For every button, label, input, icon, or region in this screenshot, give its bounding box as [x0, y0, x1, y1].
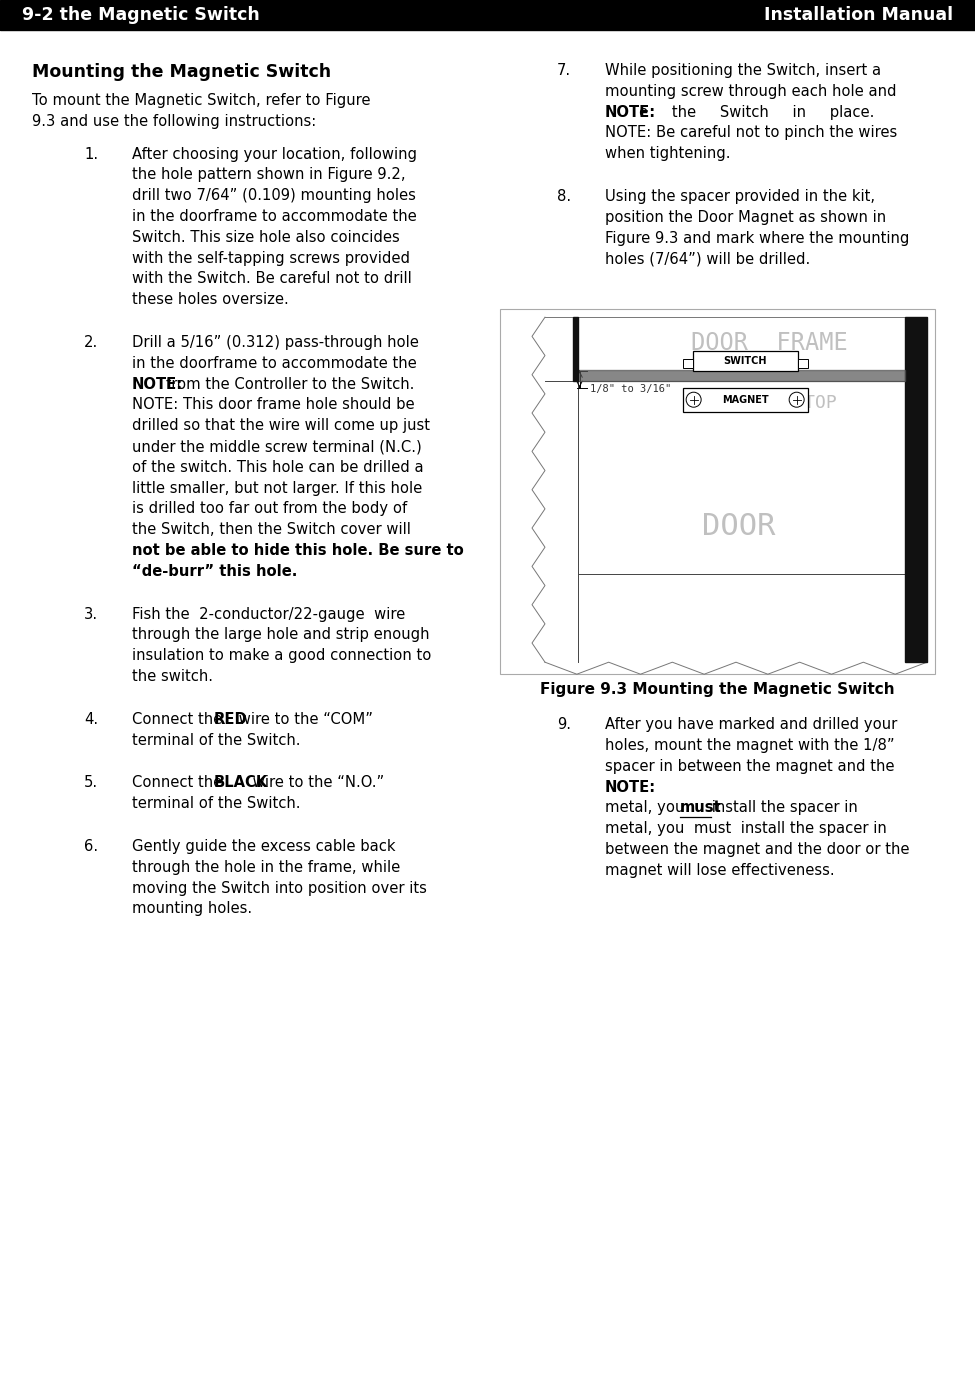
- Text: terminal of the Switch.: terminal of the Switch.: [132, 733, 300, 748]
- Text: NOTE: This door frame hole should be: NOTE: This door frame hole should be: [132, 397, 414, 412]
- Text: 8.: 8.: [557, 189, 571, 204]
- Text: must: must: [680, 801, 722, 815]
- Text: After choosing your location, following: After choosing your location, following: [132, 147, 417, 162]
- Text: between the magnet and the door or the: between the magnet and the door or the: [605, 842, 910, 857]
- Text: SWITCH: SWITCH: [723, 355, 767, 366]
- Bar: [905, 317, 927, 663]
- Text: wire to the “N.O.”: wire to the “N.O.”: [248, 776, 384, 790]
- Text: NOTE: Be careful not to pinch the wires: NOTE: Be careful not to pinch the wires: [605, 126, 897, 140]
- Text: Using the spacer provided in the kit,: Using the spacer provided in the kit,: [605, 189, 876, 204]
- Text: e     the     Switch     in     place.: e the Switch in place.: [639, 105, 875, 120]
- Bar: [692, 351, 798, 370]
- Text: Figure 9.3 Mounting the Magnetic Switch: Figure 9.3 Mounting the Magnetic Switch: [540, 682, 895, 698]
- Text: 5.: 5.: [84, 776, 98, 790]
- Text: from the Controller to the Switch.: from the Controller to the Switch.: [166, 376, 414, 391]
- Text: the hole pattern shown in Figure 9.2,: the hole pattern shown in Figure 9.2,: [132, 168, 406, 182]
- Bar: [578, 369, 905, 382]
- Text: through the large hole and strip enough: through the large hole and strip enough: [132, 628, 430, 643]
- Text: Switch. This size hole also coincides: Switch. This size hole also coincides: [132, 229, 400, 245]
- Bar: [798, 359, 807, 368]
- Text: magnet will lose effectiveness.: magnet will lose effectiveness.: [605, 863, 835, 878]
- Text: drill two 7/64” (0.109) mounting holes: drill two 7/64” (0.109) mounting holes: [132, 189, 416, 203]
- Text: 9-2 the Magnetic Switch: 9-2 the Magnetic Switch: [22, 6, 259, 24]
- Text: install the spacer in: install the spacer in: [707, 801, 858, 815]
- Text: under the middle screw terminal (N.C.): under the middle screw terminal (N.C.): [132, 439, 422, 454]
- Text: 1/8" to 3/16": 1/8" to 3/16": [590, 384, 671, 394]
- Text: little smaller, but not larger. If this hole: little smaller, but not larger. If this …: [132, 481, 422, 496]
- Text: 6.: 6.: [84, 839, 98, 854]
- Text: “de-burr” this hole.: “de-burr” this hole.: [132, 563, 297, 579]
- Text: position the Door Magnet as shown in: position the Door Magnet as shown in: [605, 210, 886, 225]
- Text: 7.: 7.: [557, 63, 571, 78]
- Text: While positioning the Switch, insert a: While positioning the Switch, insert a: [605, 63, 881, 78]
- Text: in the doorframe to accommodate the: in the doorframe to accommodate the: [132, 208, 416, 224]
- Text: 1.: 1.: [84, 147, 98, 162]
- Text: Installation Manual: Installation Manual: [763, 6, 953, 24]
- Text: metal, you  must  install the spacer in: metal, you must install the spacer in: [605, 821, 886, 836]
- Text: 2.: 2.: [84, 336, 98, 350]
- Text: Figure 9.3 and mark where the mounting: Figure 9.3 and mark where the mounting: [605, 231, 910, 246]
- Text: not be able to hide this hole. Be sure to: not be able to hide this hole. Be sure t…: [132, 542, 464, 558]
- Bar: [682, 359, 692, 368]
- Text: the Switch, then the Switch cover will: the Switch, then the Switch cover will: [132, 523, 410, 537]
- Text: 3.: 3.: [84, 607, 98, 622]
- Text: in the doorframe to accommodate the: in the doorframe to accommodate the: [132, 356, 416, 370]
- Text: DOOR  STOP: DOOR STOP: [728, 394, 838, 412]
- Text: holes (7/64”) will be drilled.: holes (7/64”) will be drilled.: [605, 252, 810, 267]
- Text: holes, mount the magnet with the 1/8”: holes, mount the magnet with the 1/8”: [605, 738, 895, 754]
- Text: Connect the: Connect the: [132, 776, 227, 790]
- Text: mounting screw through each hole and: mounting screw through each hole and: [605, 84, 896, 99]
- Text: the switch.: the switch.: [132, 670, 213, 684]
- Bar: [500, 309, 935, 674]
- Text: After you have marked and drilled your: After you have marked and drilled your: [605, 717, 897, 733]
- Text: drilled so that the wire will come up just: drilled so that the wire will come up ju…: [132, 418, 430, 433]
- Text: NOTE:: NOTE:: [605, 780, 656, 794]
- Text: is drilled too far out from the body of: is drilled too far out from the body of: [132, 502, 408, 516]
- Text: when tightening.: when tightening.: [605, 147, 730, 161]
- Bar: [573, 317, 578, 382]
- Text: these holes oversize.: these holes oversize.: [132, 292, 289, 308]
- Text: mounting holes.: mounting holes.: [132, 902, 253, 917]
- Text: 9.3 and use the following instructions:: 9.3 and use the following instructions:: [32, 113, 316, 129]
- Text: RED: RED: [214, 712, 248, 727]
- Text: with the Switch. Be careful not to drill: with the Switch. Be careful not to drill: [132, 271, 411, 287]
- Text: Gently guide the excess cable back: Gently guide the excess cable back: [132, 839, 396, 854]
- Text: BLACK: BLACK: [214, 776, 268, 790]
- Text: Fish the  2-conductor/22-gauge  wire: Fish the 2-conductor/22-gauge wire: [132, 607, 406, 622]
- Text: wire to the “COM”: wire to the “COM”: [234, 712, 373, 727]
- Text: moving the Switch into position over its: moving the Switch into position over its: [132, 881, 427, 896]
- Text: through the hole in the frame, while: through the hole in the frame, while: [132, 860, 401, 875]
- Text: spacer in between the magnet and the: spacer in between the magnet and the: [605, 759, 894, 774]
- Text: with the self-tapping screws provided: with the self-tapping screws provided: [132, 250, 410, 266]
- Text: metal, you: metal, you: [605, 801, 689, 815]
- Text: terminal of the Switch.: terminal of the Switch.: [132, 797, 300, 811]
- Text: NOTE:: NOTE:: [132, 376, 183, 391]
- Text: Mounting the Magnetic Switch: Mounting the Magnetic Switch: [32, 63, 332, 81]
- Text: MAGNET: MAGNET: [722, 394, 768, 404]
- Text: 9.: 9.: [557, 717, 571, 733]
- Text: insulation to make a good connection to: insulation to make a good connection to: [132, 649, 431, 663]
- Bar: [0, 0, 975, 29]
- Text: 4.: 4.: [84, 712, 98, 727]
- Text: DOOR: DOOR: [703, 512, 776, 541]
- Text: To mount the Magnetic Switch, refer to Figure: To mount the Magnetic Switch, refer to F…: [32, 94, 370, 108]
- Bar: [682, 387, 807, 411]
- Text: DOOR  FRAME: DOOR FRAME: [691, 331, 848, 355]
- Text: Drill a 5/16” (0.312) pass-through hole: Drill a 5/16” (0.312) pass-through hole: [132, 336, 419, 350]
- Text: Connect the: Connect the: [132, 712, 227, 727]
- Text: NOTE:: NOTE:: [605, 105, 656, 120]
- Text: of the switch. This hole can be drilled a: of the switch. This hole can be drilled …: [132, 460, 423, 475]
